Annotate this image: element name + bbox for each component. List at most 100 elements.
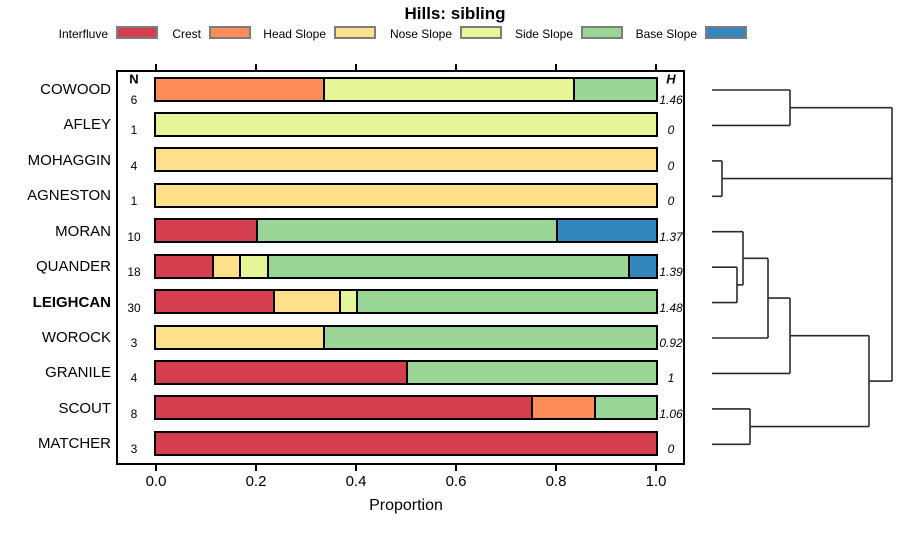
x-axis-tick: [255, 465, 257, 471]
row-label: MATCHER: [37, 435, 111, 453]
bar-segment: [239, 255, 268, 277]
bar-segment: [156, 255, 212, 277]
bar-segment: [156, 291, 273, 313]
plot-frame: [116, 70, 685, 465]
legend-item: Nose Slope: [260, 26, 506, 43]
x-axis-tick: [355, 465, 357, 471]
legend-swatch: [116, 26, 158, 39]
legend-label: Base Slope: [635, 27, 697, 41]
stacked-bar: [154, 289, 658, 315]
row-label: LEIGHCAN: [32, 293, 111, 311]
stacked-bar: [154, 218, 658, 244]
h-value: 1.39: [659, 265, 683, 280]
x-axis-tick: [455, 465, 457, 471]
n-value: 6: [130, 93, 138, 107]
stacked-bar: [154, 182, 658, 208]
stacked-bar: [154, 253, 658, 279]
n-value: 10: [127, 229, 141, 244]
bar-segment: [322, 78, 573, 100]
bar-segment: [156, 78, 323, 100]
bar-segment: [593, 397, 656, 419]
h-value: 0: [667, 194, 675, 209]
n-value: 4: [130, 158, 138, 173]
x-axis-tick: [255, 64, 257, 70]
n-value: 3: [130, 442, 138, 457]
bar-segment: [156, 149, 656, 171]
bar-segment: [406, 361, 656, 383]
legend-item: Head Slope: [134, 26, 380, 43]
bar-segment: [572, 78, 656, 100]
x-axis-tick: [655, 465, 657, 471]
legend-label: Crest: [172, 27, 201, 41]
x-axis-tick: [455, 64, 457, 70]
n-value: 3: [130, 336, 138, 350]
bar-segment: [156, 432, 656, 454]
legend-swatch: [581, 26, 623, 39]
x-axis-tick: [355, 64, 357, 70]
legend-swatch: [705, 26, 747, 39]
bar-segment: [272, 291, 340, 313]
legend-item: Interfluve: [0, 26, 162, 43]
x-axis-tick: [555, 64, 557, 70]
row-label: QUANDER: [35, 257, 111, 275]
x-axis-tick-label: 0.2: [245, 473, 267, 490]
row-label: MORAN: [55, 222, 111, 240]
legend-label: Head Slope: [263, 27, 326, 41]
n-value: 8: [130, 406, 138, 421]
bar-segment: [156, 220, 256, 242]
bar-segment: [267, 255, 629, 277]
legend-item: Side Slope: [381, 26, 627, 43]
stacked-bar: [154, 76, 658, 102]
h-value: 1.37: [659, 229, 683, 244]
x-axis-label: Proportion: [369, 497, 443, 514]
x-axis-tick-label: 0.4: [345, 473, 367, 490]
row-label: COWOOD: [40, 80, 111, 98]
x-axis-tick-label: 0.6: [445, 473, 467, 490]
row-label: AGNESTON: [27, 187, 111, 205]
legend: Interfluve Crest Head Slope Nose Slope Side …: [0, 0, 900, 50]
legend-label: Nose Slope: [389, 27, 452, 41]
bar-segment: [156, 184, 656, 206]
n-column-header: N: [129, 71, 139, 87]
h-value: 1.06: [659, 406, 683, 421]
x-axis-tick-label: 0.0: [145, 473, 167, 490]
row-label: MOHAGGIN: [27, 151, 111, 169]
x-axis-tick: [155, 64, 157, 70]
h-value: 1.46: [659, 93, 683, 107]
h-value: 0: [667, 123, 675, 138]
h-value: 1: [667, 371, 675, 386]
h-value: 0: [667, 442, 675, 457]
bar-segment: [322, 326, 656, 348]
stacked-bar: [154, 324, 658, 350]
x-axis-tick-label: 1.0: [645, 473, 667, 490]
bar-segment: [156, 326, 323, 348]
legend-swatch: [209, 26, 251, 39]
legend-label: Interfluve: [58, 27, 108, 41]
n-value: 1: [130, 123, 138, 138]
h-value: 0: [667, 158, 675, 173]
legend-label: Side Slope: [514, 27, 573, 41]
bar-segment: [156, 113, 656, 135]
stacked-bar: [154, 147, 658, 173]
bar-segment: [355, 291, 656, 313]
bar-segment: [156, 397, 531, 419]
n-value: 4: [130, 371, 138, 386]
legend-swatch: [334, 26, 376, 39]
legend-item: Base Slope: [505, 26, 751, 43]
row-label: AFLEY: [63, 116, 111, 134]
x-axis-tick: [155, 465, 157, 471]
h-value: 0.92: [659, 336, 683, 350]
bar-segment: [156, 361, 406, 383]
legend-item: Crest: [9, 26, 255, 43]
h-value: 1.48: [659, 300, 683, 315]
x-axis-tick-label: 0.8: [545, 473, 567, 490]
chart-title: Hills: sibling: [404, 4, 506, 23]
h-column-header: H: [666, 71, 676, 87]
x-axis-tick: [555, 465, 557, 471]
x-axis-tick: [655, 64, 657, 70]
bar-segment: [339, 291, 356, 313]
bar-segment: [531, 397, 594, 419]
row-label: GRANILE: [45, 364, 111, 382]
bar-segment: [556, 220, 656, 242]
